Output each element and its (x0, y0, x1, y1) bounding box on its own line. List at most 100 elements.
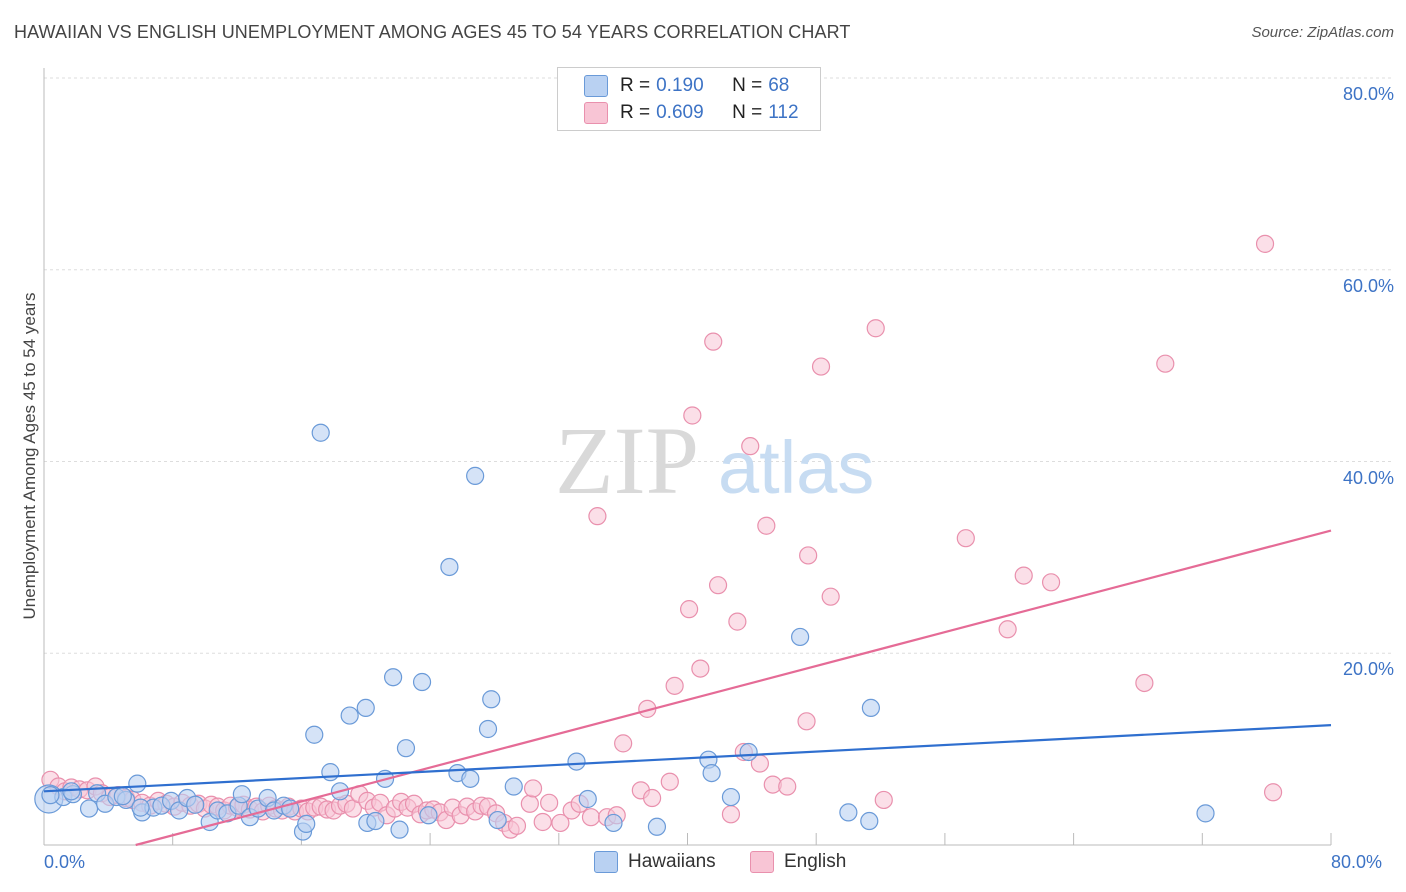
english-point (866, 319, 885, 338)
r-label: R = (620, 75, 651, 96)
hawaiians-point (311, 423, 330, 442)
english-point (691, 659, 710, 678)
chart-title: HAWAIIAN VS ENGLISH UNEMPLOYMENT AMONG A… (14, 22, 851, 42)
hawaiians-point (340, 706, 359, 725)
english-point (533, 812, 552, 832)
y-tick-label: 20.0% (1342, 659, 1394, 680)
english-point (540, 793, 559, 812)
legend-row-hawaiians: R = 0.190 N = 68 (584, 73, 789, 99)
hawaiians-point (113, 787, 132, 806)
axes (43, 68, 1332, 846)
english-point (1255, 234, 1275, 253)
hawaiians-point (504, 777, 523, 796)
hawaiians-swatch (594, 851, 618, 873)
hawaiians-point (128, 774, 147, 793)
legend-label: Hawaiians (628, 851, 716, 872)
watermark: ZIP atlas (555, 407, 874, 514)
english-point (874, 790, 893, 810)
english-trend-line (135, 529, 1332, 847)
english-point (581, 808, 601, 827)
y-tick-label: 60.0% (1342, 275, 1394, 296)
english-point (1156, 354, 1175, 373)
english-point (1041, 573, 1061, 592)
hawaiians-point (578, 789, 597, 809)
english-point (956, 529, 975, 548)
hawaiians-point (396, 739, 416, 758)
english-point (757, 516, 776, 535)
english-point (704, 332, 723, 351)
hawaiians-point (1196, 804, 1215, 823)
hawaiians-point (356, 698, 375, 717)
hawaiians-point (739, 742, 758, 762)
r-value: 0.190 (656, 75, 704, 96)
hawaiians-point (567, 752, 586, 771)
hawaiians-point (461, 769, 480, 788)
english-point (683, 406, 702, 425)
hawaiians-point (366, 811, 385, 831)
hawaiians-point (721, 787, 741, 807)
english-point (1135, 673, 1154, 693)
n-value: 68 (768, 75, 790, 96)
hawaiians-point (647, 817, 667, 836)
n-value: 112 (768, 102, 799, 123)
english-point (821, 587, 840, 606)
english-point (643, 788, 662, 808)
n-label: N = (732, 102, 763, 123)
n-label: N = (732, 75, 763, 96)
english-point (551, 813, 570, 833)
english-point (660, 772, 679, 791)
english-point (998, 620, 1017, 639)
english-point (507, 816, 527, 835)
hawaiians-point (440, 557, 459, 577)
hawaiians-point (79, 799, 99, 818)
hawaiians-point (482, 690, 501, 709)
hawaiians-point (321, 763, 340, 782)
english-point (778, 777, 797, 796)
r-label: R = (620, 102, 651, 123)
english-swatch (750, 851, 774, 873)
r-value: 0.609 (656, 102, 704, 123)
y-tick-label: 80.0% (1342, 84, 1394, 104)
english-point (680, 600, 699, 619)
bottom-legend-english: English (750, 851, 846, 873)
correlation-legend: R = 0.190 N = 68 R = 0.609 N = 112 (557, 67, 821, 131)
english-point (799, 546, 818, 565)
english-point (708, 576, 728, 595)
watermark-zip: ZIP (555, 407, 699, 514)
legend-label: English (784, 851, 847, 872)
hawaiians-swatch (584, 75, 608, 97)
x-tick-label-max: 80.0% (1331, 852, 1383, 872)
hawaiians-point (419, 806, 438, 825)
english-point (523, 779, 543, 798)
bottom-legend-hawaiians: Hawaiians (594, 851, 716, 873)
english-point (741, 437, 760, 456)
english-point (520, 794, 539, 813)
english-points (41, 234, 1283, 839)
hawaiians-point (390, 820, 409, 839)
hawaiians-trend-line (43, 724, 1332, 793)
hawaiians-point (466, 466, 485, 485)
english-point (728, 612, 747, 631)
hawaiians-point (305, 725, 324, 744)
hawaiians-point (861, 698, 880, 717)
english-point (1263, 783, 1283, 802)
hawaiians-point (860, 811, 879, 831)
hawaiians-point (297, 814, 316, 834)
hawaiians-point (41, 786, 60, 805)
english-point (614, 734, 633, 753)
hawaiians-point (232, 785, 251, 804)
y-tick-label: 40.0% (1342, 467, 1394, 488)
hawaiians-point (478, 719, 498, 739)
hawaiians-points (34, 423, 1215, 841)
legend-row-english: R = 0.609 N = 112 (584, 100, 799, 126)
english-point (721, 805, 741, 824)
english-point (1014, 566, 1033, 585)
hawaiians-point (131, 798, 150, 817)
hawaiians-point (412, 672, 432, 692)
hawaiians-point (488, 810, 507, 830)
trend-lines (43, 529, 1332, 847)
watermark-atlas: atlas (718, 426, 874, 509)
hawaiians-point (839, 803, 858, 822)
source-label: Source: ZipAtlas.com (1251, 24, 1394, 41)
